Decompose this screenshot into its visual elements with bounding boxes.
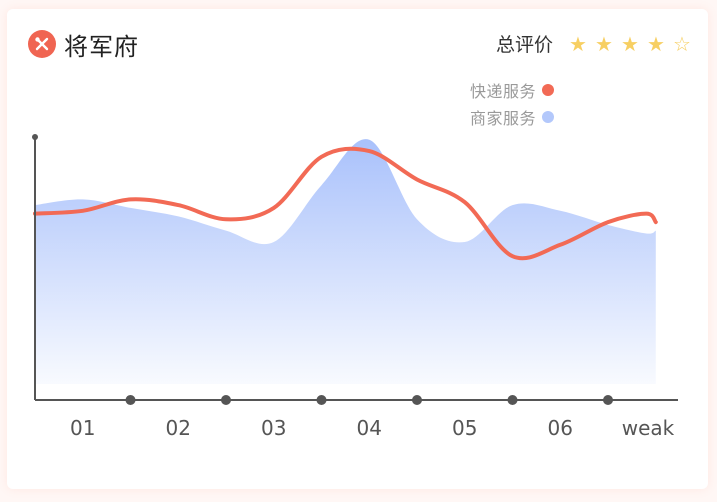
x-tick-label: 05 bbox=[452, 416, 477, 440]
x-tick-label: 01 bbox=[70, 416, 95, 440]
rating-label: 总评价 bbox=[495, 34, 553, 56]
x-tick bbox=[603, 395, 613, 405]
brand: 将军府 bbox=[28, 28, 139, 61]
x-tick bbox=[316, 395, 327, 405]
star-rating: ★ ★ ★ ★ ☆ bbox=[565, 31, 695, 57]
x-tick bbox=[125, 395, 136, 405]
legend-label: 快递服务 bbox=[470, 81, 537, 101]
legend-dot-icon bbox=[542, 83, 555, 96]
star-filled-icon: ★ bbox=[569, 31, 587, 56]
star-filled-icon: ★ bbox=[595, 31, 613, 56]
area-series-1 bbox=[35, 139, 656, 384]
x-tick bbox=[221, 395, 231, 405]
y-axis-tip bbox=[32, 134, 38, 140]
line-series-0 bbox=[33, 146, 658, 261]
legend-item: 快递服务 bbox=[470, 76, 555, 103]
legend-label: 商家服务 bbox=[470, 108, 537, 128]
chart-legend: 快递服务 商家服务 bbox=[470, 76, 555, 130]
legend-dot-icon bbox=[542, 110, 555, 123]
x-tick-label: 03 bbox=[261, 416, 286, 440]
brand-name: 将军府 bbox=[64, 32, 139, 61]
utensils-icon bbox=[28, 30, 56, 58]
x-tick-label: 02 bbox=[166, 416, 191, 440]
star-empty-icon: ☆ bbox=[673, 31, 691, 56]
rating: 总评价 ★ ★ ★ ★ ☆ bbox=[496, 30, 695, 57]
x-tick-label: 04 bbox=[357, 416, 382, 440]
x-tick bbox=[507, 395, 518, 405]
x-tick-label: weak bbox=[622, 416, 675, 440]
star-filled-icon: ★ bbox=[647, 31, 665, 56]
x-tick bbox=[412, 395, 422, 405]
x-tick-label: 06 bbox=[548, 416, 573, 440]
star-filled-icon: ★ bbox=[621, 31, 639, 56]
legend-item: 商家服务 bbox=[470, 103, 555, 130]
